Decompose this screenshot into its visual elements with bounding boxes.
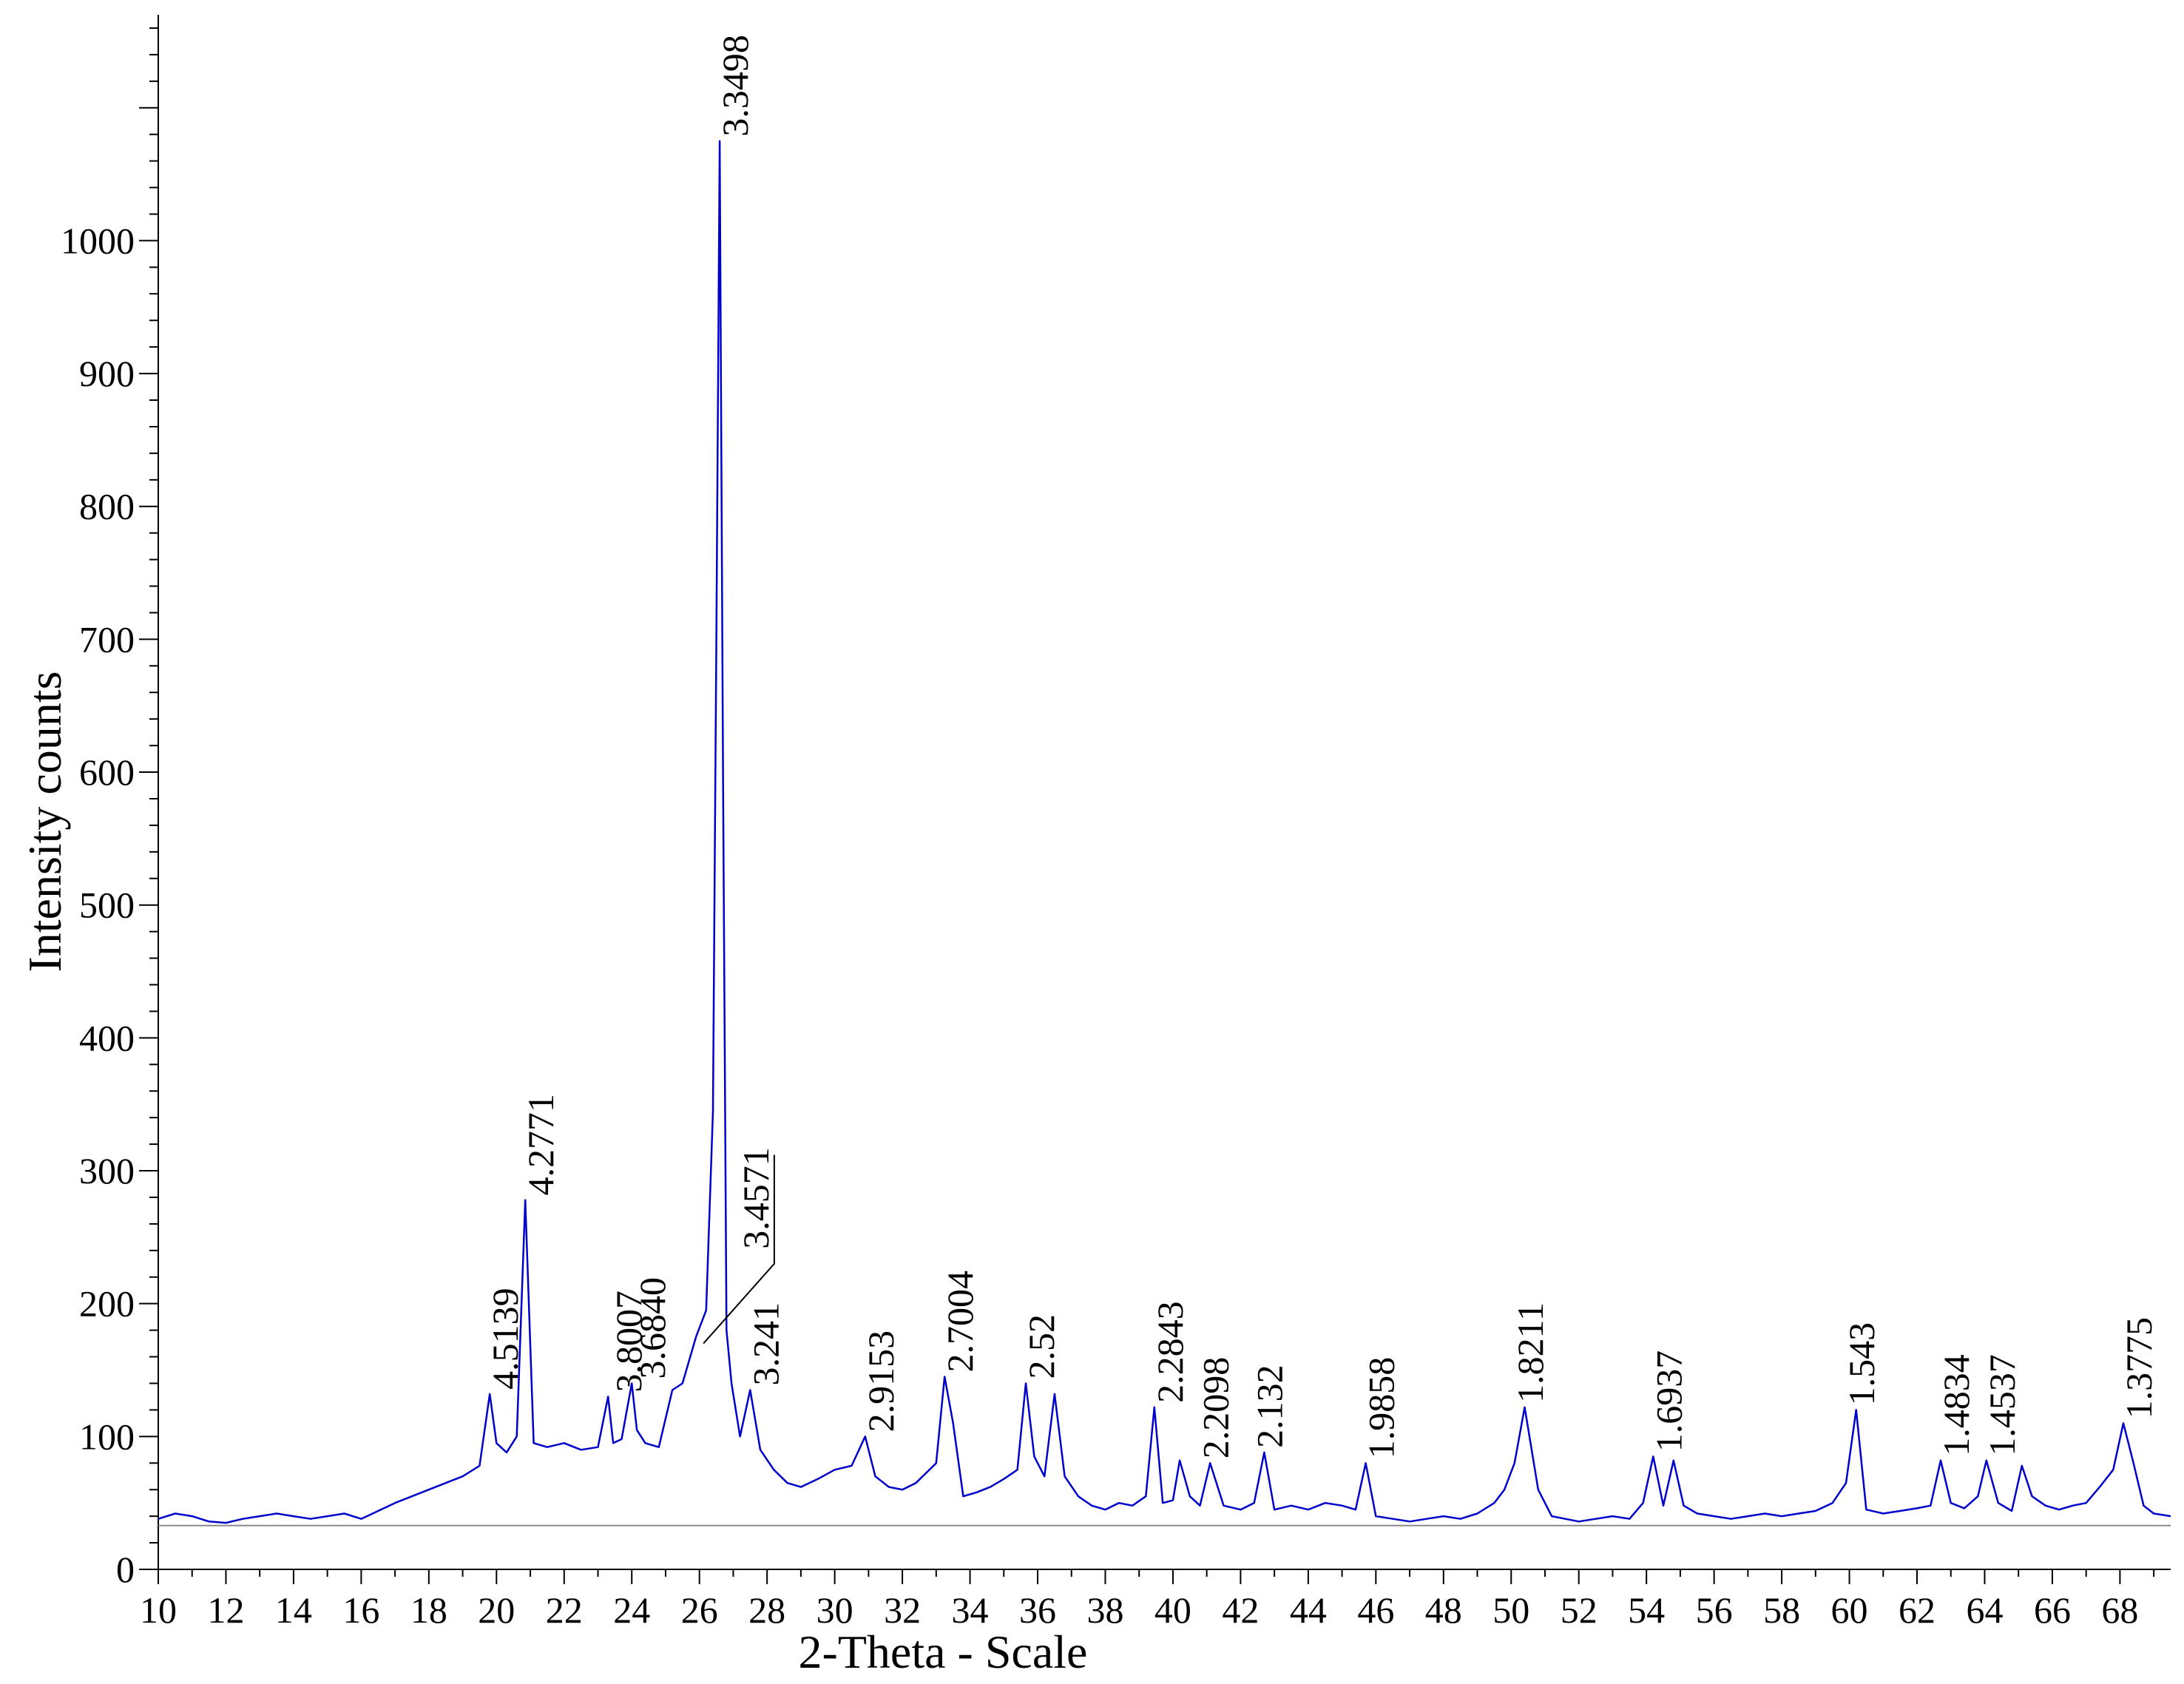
peak-label: 1.6937 — [1648, 1350, 1689, 1453]
x-axis-title: 2-Theta - Scale — [799, 1626, 1088, 1678]
y-tick-label: 200 — [79, 1283, 135, 1325]
x-tick-label: 40 — [1154, 1589, 1191, 1631]
y-tick-label: 400 — [79, 1017, 135, 1058]
x-tick-label: 44 — [1290, 1589, 1327, 1631]
x-tick-label: 24 — [613, 1589, 650, 1631]
x-tick-label: 42 — [1222, 1589, 1259, 1631]
x-tick-label: 56 — [1696, 1589, 1733, 1631]
x-tick-label: 32 — [884, 1589, 921, 1631]
peak-label: 1.4834 — [1935, 1354, 1977, 1456]
x-tick-label: 30 — [817, 1589, 853, 1631]
x-tick-label: 68 — [2101, 1589, 2138, 1631]
x-tick-label: 48 — [1425, 1589, 1462, 1631]
x-tick-label: 20 — [478, 1589, 515, 1631]
y-tick-label: 900 — [79, 353, 135, 394]
x-tick-label: 36 — [1019, 1589, 1056, 1631]
y-axis-title: Intensity counts — [18, 671, 71, 972]
y-tick-label: 500 — [79, 885, 135, 926]
x-tick-label: 26 — [681, 1589, 718, 1631]
peak-label: 4.2771 — [520, 1094, 561, 1196]
peak-label: 3.8007 — [608, 1291, 649, 1393]
xrd-pattern-line — [158, 140, 2171, 1524]
x-tick-label: 52 — [1561, 1589, 1598, 1631]
x-tick-label: 60 — [1831, 1589, 1868, 1631]
x-tick-label: 16 — [342, 1589, 379, 1631]
x-tick-label: 46 — [1357, 1589, 1394, 1631]
x-tick-label: 58 — [1763, 1589, 1800, 1631]
x-tick-label: 50 — [1492, 1589, 1529, 1631]
x-tick-label: 34 — [952, 1589, 989, 1631]
x-tick-label: 12 — [207, 1589, 244, 1631]
y-tick-label: 100 — [79, 1416, 135, 1457]
peak-label: 1.9858 — [1361, 1357, 1402, 1459]
peak-label: 2.132 — [1249, 1365, 1291, 1448]
x-tick-label: 54 — [1628, 1589, 1665, 1631]
x-tick-label: 64 — [1966, 1589, 2003, 1631]
x-tick-label: 10 — [140, 1589, 177, 1631]
x-tick-label: 28 — [748, 1589, 785, 1631]
peak-label: 1.3775 — [2118, 1317, 2160, 1419]
peak-label: 3.241 — [745, 1302, 786, 1386]
y-tick-label: 600 — [79, 751, 135, 793]
x-tick-label: 62 — [1899, 1589, 1935, 1631]
peak-label: 4.5139 — [484, 1288, 526, 1390]
peak-label: 3.6840 — [632, 1277, 673, 1379]
peak-label: 1.543 — [1841, 1322, 1882, 1406]
peak-label: 3.4571 — [735, 1147, 777, 1249]
peak-label: 2.52 — [1021, 1314, 1062, 1379]
x-tick-label: 14 — [275, 1589, 312, 1631]
peak-label: 1.4537 — [1981, 1354, 2023, 1456]
peak-label: 2.2843 — [1149, 1301, 1191, 1403]
peak-label: 2.7004 — [939, 1271, 981, 1373]
series-layer — [158, 140, 2171, 1524]
x-tick-label: 66 — [2034, 1589, 2071, 1631]
y-tick-label: 1000 — [61, 220, 135, 261]
peak-label: 2.2098 — [1195, 1357, 1237, 1459]
y-tick-label: 800 — [79, 486, 135, 527]
y-tick-label: 300 — [79, 1150, 135, 1191]
peak-leader-line — [703, 1154, 775, 1345]
x-tick-label: 38 — [1086, 1589, 1123, 1631]
y-tick-label: 700 — [79, 618, 135, 660]
peak-label: 1.8211 — [1509, 1302, 1551, 1403]
x-tick-label: 22 — [546, 1589, 583, 1631]
peak-label: 3.3498 — [714, 35, 756, 137]
peak-label: 2.9153 — [860, 1330, 902, 1433]
y-tick-label: 0 — [116, 1549, 135, 1590]
axes: 0 100 200 300 400 500 600 700 800 900 1000 10 12 14 16… — [61, 15, 2171, 1631]
x-tick-label: 18 — [410, 1589, 447, 1631]
